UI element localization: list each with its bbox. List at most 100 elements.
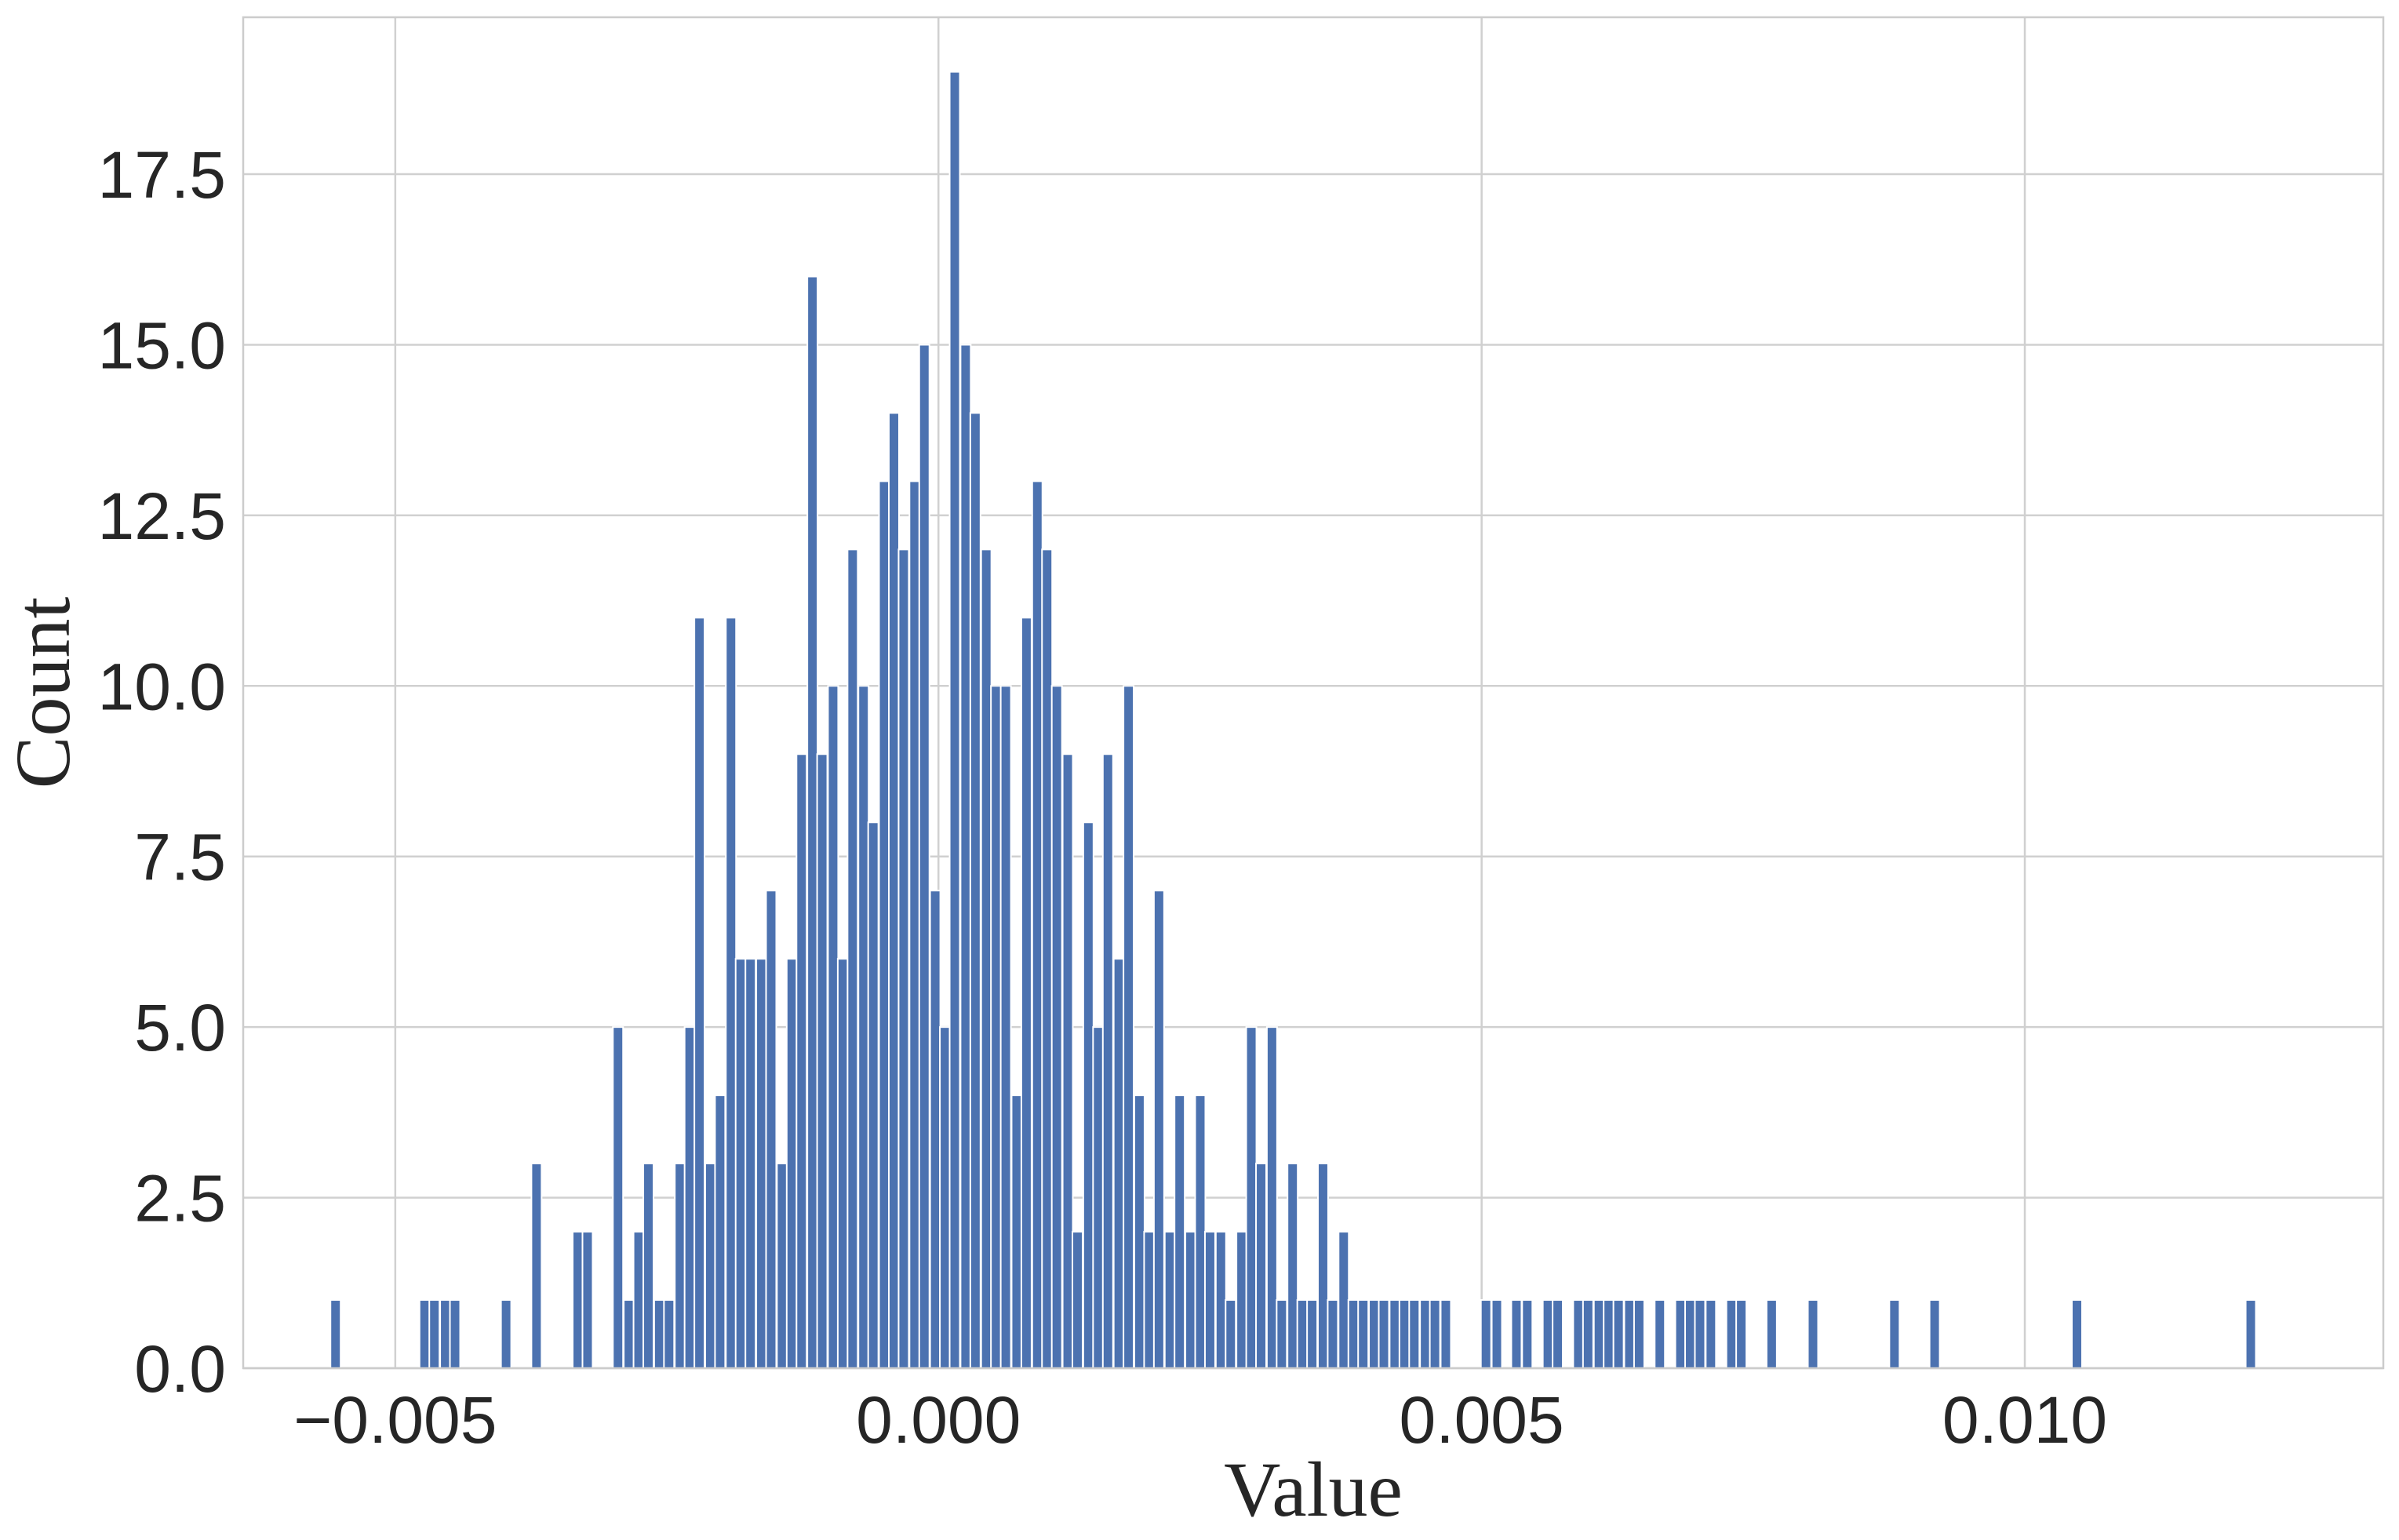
- histogram-bar: [959, 344, 972, 1369]
- histogram-bar: [1203, 1231, 1216, 1369]
- histogram-bar: [1357, 1299, 1370, 1369]
- histogram-bar: [1674, 1299, 1687, 1369]
- histogram-bar: [867, 821, 879, 1369]
- histogram-bar: [765, 890, 777, 1370]
- histogram-bar: [1633, 1299, 1645, 1369]
- histogram-bar: [887, 412, 900, 1370]
- histogram-bar: [1276, 1299, 1288, 1369]
- histogram-bar: [1306, 1299, 1319, 1369]
- histogram-bar: [846, 548, 859, 1369]
- histogram-bar: [1031, 480, 1043, 1369]
- histogram-bar: [755, 958, 768, 1369]
- histogram-bar: [1347, 1299, 1360, 1369]
- histogram-bar: [1174, 1094, 1186, 1369]
- histogram-bar: [623, 1299, 635, 1369]
- histogram-bar: [929, 890, 941, 1370]
- histogram-bar: [1214, 1231, 1227, 1369]
- histogram-bar: [1389, 1299, 1401, 1369]
- histogram-bar: [908, 480, 921, 1369]
- histogram-bar: [643, 1163, 655, 1370]
- histogram-bar: [1296, 1299, 1309, 1369]
- histogram-bar: [1092, 1026, 1105, 1369]
- histogram-bar: [1041, 548, 1054, 1369]
- histogram-bar: [836, 958, 849, 1369]
- histogram-bar: [1521, 1299, 1534, 1369]
- histogram-bar: [1765, 1299, 1778, 1369]
- histogram-bar: [612, 1026, 624, 1369]
- histogram-bar: [1020, 617, 1032, 1369]
- histogram-bar: [990, 685, 1003, 1369]
- histogram-bar: [418, 1299, 431, 1369]
- histogram-bar: [428, 1299, 441, 1369]
- histogram-bar: [1050, 685, 1063, 1369]
- histogram-bar: [969, 412, 981, 1370]
- histogram-bar: [1480, 1299, 1492, 1369]
- histogram-bar: [1398, 1299, 1411, 1369]
- histogram-bar: [1255, 1163, 1268, 1370]
- histogram-bar: [1725, 1299, 1738, 1369]
- y-tick-label: 7.5: [134, 821, 226, 894]
- histogram-bar: [776, 1163, 788, 1370]
- histogram-bar: [1684, 1299, 1697, 1369]
- histogram-bar: [734, 958, 747, 1369]
- y-axis-title: Count: [0, 597, 86, 789]
- y-tick-label: 17.5: [98, 138, 227, 212]
- histogram-bar: [1327, 1299, 1339, 1369]
- histogram-bar: [785, 958, 798, 1369]
- histogram-bar: [1572, 1299, 1585, 1369]
- y-tick-labels: 0.0 2.5 5.0 7.5 10.0 12.5 15.0 17.5: [98, 138, 227, 1406]
- histogram-bar: [1491, 1299, 1503, 1369]
- histogram-bar: [1510, 1299, 1523, 1369]
- histogram-bar: [1133, 1094, 1145, 1369]
- histogram-bar: [1316, 1163, 1329, 1370]
- plot-frame: [242, 16, 2385, 1370]
- histogram-bar: [1245, 1026, 1258, 1369]
- histogram-bar: [1236, 1231, 1248, 1369]
- histogram-bar: [329, 1299, 342, 1369]
- plot-background: [243, 17, 2383, 1368]
- histogram-bar: [878, 480, 890, 1369]
- histogram-bar: [1603, 1299, 1615, 1369]
- histogram-bar: [1010, 1094, 1023, 1369]
- histogram-bar: [714, 1094, 726, 1369]
- histogram-bar: [1582, 1299, 1594, 1369]
- histogram-bar: [1123, 685, 1135, 1369]
- histogram-bar: [693, 617, 706, 1369]
- histogram-bar: [948, 71, 961, 1369]
- histogram-bar: [674, 1163, 686, 1370]
- histogram-bar: [1888, 1299, 1901, 1369]
- histogram-bar: [939, 1026, 952, 1369]
- histogram-bar: [1623, 1299, 1636, 1369]
- histogram-bar: [1338, 1231, 1350, 1369]
- histogram-bar: [1152, 890, 1165, 1370]
- x-tick-labels: −0.005 0.000 0.005 0.010: [293, 1383, 2107, 1457]
- histogram-bar: [1112, 958, 1125, 1369]
- histogram-bar: [999, 685, 1012, 1369]
- histogram-bar: [581, 1231, 594, 1369]
- histogram-bar: [1072, 1231, 1083, 1369]
- x-tick-label: 0.005: [1400, 1383, 1564, 1457]
- y-tick-label: 2.5: [134, 1162, 226, 1236]
- histogram-bar: [663, 1299, 675, 1369]
- histogram-bar: [1552, 1299, 1564, 1369]
- histogram-bar: [530, 1163, 543, 1370]
- histogram-bar: [1378, 1299, 1390, 1369]
- histogram-bar: [2070, 1299, 2083, 1369]
- histogram-bar: [1612, 1299, 1625, 1369]
- histogram-bar: [1542, 1299, 1554, 1369]
- x-tick-label: 0.000: [856, 1383, 1021, 1457]
- histogram-bar: [449, 1299, 461, 1369]
- histogram-bar: [1163, 1231, 1176, 1369]
- histogram-bar: [1143, 1231, 1156, 1369]
- histogram-bar: [1694, 1299, 1706, 1369]
- histogram-bar: [1928, 1299, 1941, 1369]
- histogram-bar: [1807, 1299, 1819, 1369]
- histogram-bar: [918, 344, 930, 1369]
- histogram-bar: [1705, 1299, 1717, 1369]
- histogram-bar: [1440, 1299, 1452, 1369]
- histogram-bar: [1194, 1094, 1207, 1369]
- histogram-bar: [795, 753, 808, 1369]
- histogram-bar: [897, 548, 910, 1369]
- y-tick-label: 5.0: [134, 991, 226, 1065]
